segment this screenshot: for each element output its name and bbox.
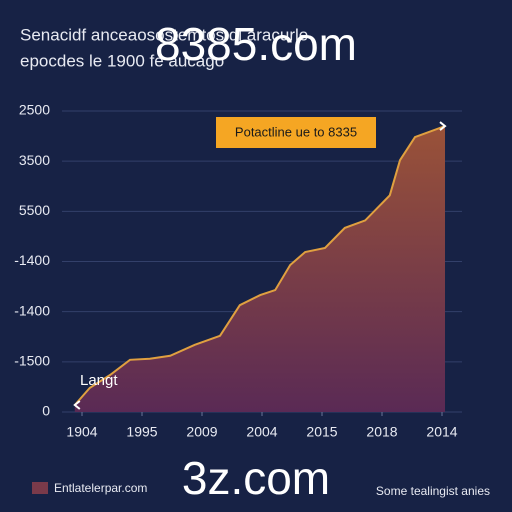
x-tick-label: 2014 (426, 424, 457, 440)
point-label: Langt (80, 372, 118, 389)
end-arrow (439, 121, 447, 131)
watermark: 8385.com (155, 18, 357, 70)
chart-title: Senacidf anceaosostemtos di aracurle (20, 25, 308, 44)
annotation-box (216, 117, 376, 148)
y-tick-label: -1500 (14, 353, 50, 369)
x-tick-label: 2004 (246, 424, 277, 440)
y-tick-label: -1400 (14, 252, 50, 268)
area (74, 126, 446, 412)
y-tick-label: 5500 (19, 202, 50, 218)
chart-subtitle: epocdes le 1900 fe aucago (20, 51, 224, 70)
legend-swatch (32, 482, 48, 494)
y-tick-label: 0 (42, 403, 50, 419)
annotation: Potactline ue to 8335 (235, 124, 357, 139)
start-arrow (73, 400, 81, 410)
x-tick-label: 2018 (366, 424, 397, 440)
line (74, 125, 446, 406)
plot-area: 0 -1500 -1400 -1400 5500 3500 2500 1904 1995 2009… (14, 102, 462, 440)
y-tick-label: 2500 (19, 102, 50, 118)
footnote: Some tealingist anies (376, 484, 490, 498)
x-tick-label: 1904 (66, 424, 97, 440)
legend-entry: Entlatelerpar.com (54, 481, 147, 495)
y-tick-label: 3500 (19, 152, 50, 168)
x-tick-label: 1995 (126, 424, 157, 440)
watermark: 3z.com (182, 452, 330, 504)
x-tick-label: 2009 (186, 424, 217, 440)
x-tick-label: 2015 (306, 424, 337, 440)
y-tick-label: -1400 (14, 302, 50, 318)
